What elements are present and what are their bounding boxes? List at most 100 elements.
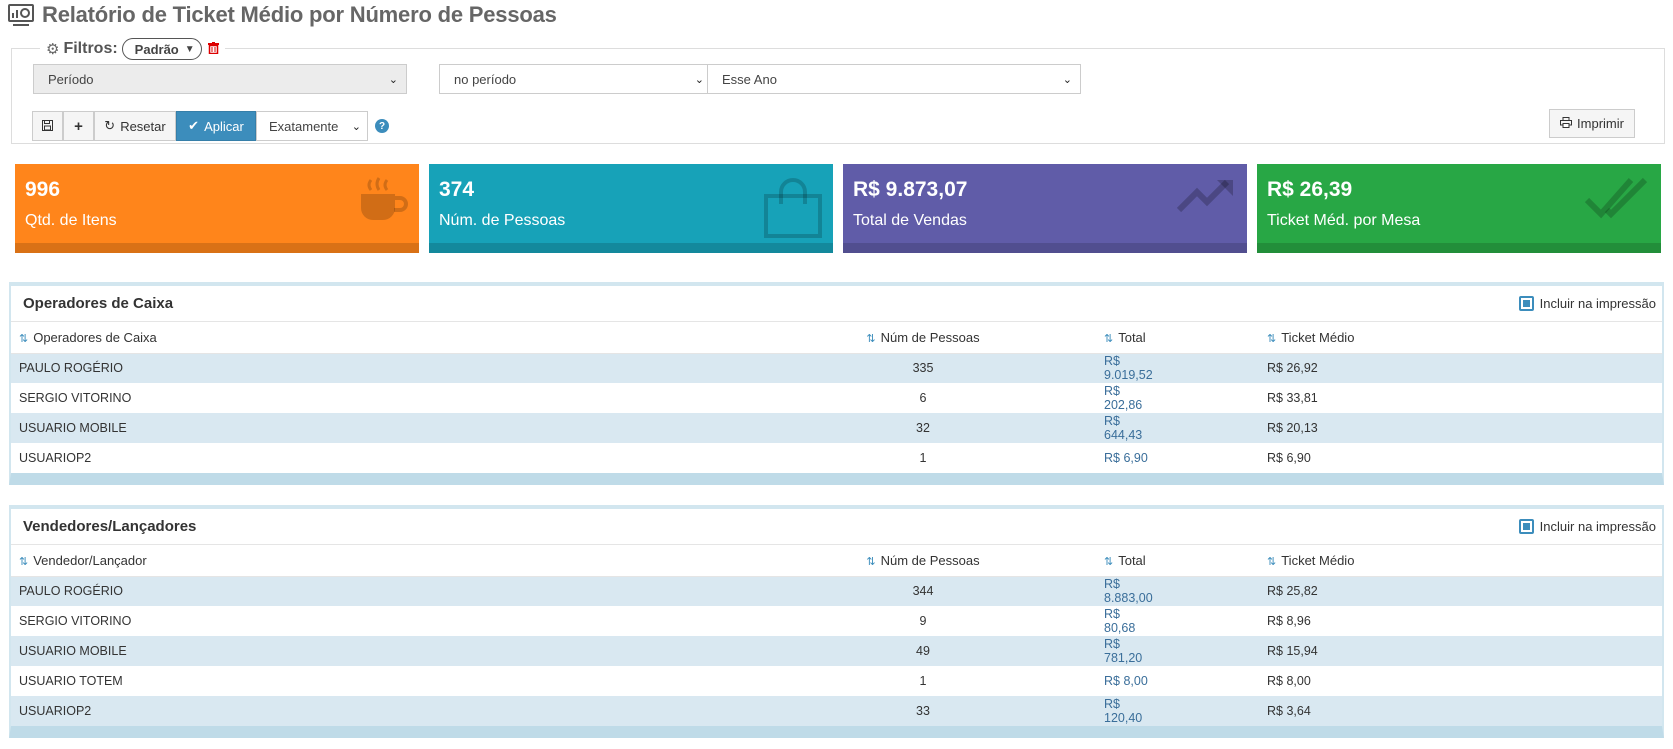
column-header-ticket[interactable]: ⇅ Ticket Médio	[1148, 545, 1662, 577]
column-header-people[interactable]: ⇅ Núm de Pessoas	[853, 545, 993, 577]
cell-seller: USUARIOP2	[11, 696, 853, 726]
column-header-total[interactable]: ⇅ Total	[993, 545, 1148, 577]
cell-people: 1	[919, 674, 927, 688]
print-button[interactable]: Imprimir	[1549, 109, 1635, 138]
printer-icon	[1560, 116, 1573, 131]
operator-select[interactable]: no período ⌄	[439, 64, 713, 94]
kpi-label: Núm. de Pessoas	[439, 212, 566, 229]
kpi-card-ticket: R$ 26,39 Ticket Méd. por Mesa	[1257, 164, 1661, 253]
filters-label: Filtros:	[63, 40, 118, 57]
cell-operator: USUARIOP2	[19, 451, 92, 465]
kpi-value: R$ 26,39	[1267, 178, 1353, 201]
kpi-label: Total de Vendas	[853, 212, 967, 229]
table-row: SERGIO VITORINO 9 R$ 80,68 R$ 8,96	[11, 606, 1662, 636]
kpi-value: 374	[439, 178, 475, 201]
cell-total: R$ 9.019,52	[993, 353, 1153, 383]
filters-legend: ⚙ Filtros: Padrão ▼	[40, 38, 225, 60]
operators-table: ⇅ Operadores de Caixa ⇅ Núm de Pessoas ⇅ To…	[11, 322, 1662, 473]
apply-button[interactable]: ✔ Aplicar	[176, 111, 256, 141]
column-header-ticket[interactable]: ⇅ Ticket Médio	[1148, 322, 1662, 354]
cell-ticket: R$ 3,64	[1148, 696, 1662, 726]
sort-icon: ⇅	[1267, 555, 1277, 568]
field-select[interactable]: Período ⌄	[33, 64, 407, 94]
trend-up-icon	[1176, 176, 1237, 219]
refresh-icon: ↻	[104, 118, 116, 133]
sort-icon: ⇅	[866, 332, 876, 345]
cell-ticket: R$ 25,82	[1148, 576, 1662, 606]
include-print-label: Incluir na impressão	[1539, 296, 1656, 311]
sort-icon: ⇅	[19, 555, 29, 568]
cell-total: R$ 644,43	[993, 413, 1148, 443]
cell-people: 6	[919, 391, 927, 405]
chevron-down-icon: ⌄	[351, 120, 361, 133]
preset-value: Padrão	[134, 41, 179, 57]
trash-icon[interactable]	[207, 41, 219, 57]
save-button[interactable]	[32, 111, 63, 141]
checkbox[interactable]	[1518, 296, 1534, 311]
shopping-bag-icon	[763, 176, 823, 241]
kpi-card-items: 996 Qtd. de Itens	[15, 164, 419, 253]
cell-total: R$ 202,86	[1104, 384, 1143, 412]
sellers-table: ⇅ Vendedor/Lançador ⇅ Núm de Pessoas ⇅ Tota…	[11, 545, 1662, 726]
column-header-people[interactable]: ⇅ Núm de Pessoas	[853, 322, 993, 354]
sort-icon: ⇅	[19, 332, 29, 345]
cell-total: R$ 8,00	[1104, 674, 1148, 688]
sort-icon: ⇅	[1104, 555, 1114, 568]
monitor-chart-icon	[8, 4, 34, 26]
cell-people: 1	[919, 451, 927, 465]
reset-button[interactable]: ↻ Resetar	[94, 111, 176, 141]
cell-seller: USUARIO TOTEM	[19, 674, 123, 688]
cell-people: 9	[919, 614, 927, 628]
kpi-card-people: 374 Núm. de Pessoas	[429, 164, 833, 253]
cell-people: 32	[853, 413, 993, 443]
cell-operator: USUARIO MOBILE	[11, 413, 853, 443]
cell-ticket: R$ 26,92	[1148, 353, 1662, 383]
column-header-total[interactable]: ⇅ Total	[993, 322, 1148, 354]
cell-ticket: R$ 8,00	[1267, 674, 1311, 688]
cell-total: R$ 8.883,00	[993, 576, 1153, 606]
match-select[interactable]: Exatamente ⌄	[256, 111, 368, 141]
column-header-operator[interactable]: ⇅ Operadores de Caixa	[11, 322, 853, 354]
value-select[interactable]: Esse Ano ⌄	[707, 64, 1081, 94]
operator-select-value: no período	[454, 71, 517, 87]
include-print-label: Incluir na impressão	[1539, 519, 1656, 534]
operators-panel: Operadores de Caixa Incluir na impressão…	[9, 282, 1664, 485]
cell-total: R$ 781,20	[993, 636, 1148, 666]
cell-ticket: R$ 6,90	[1267, 451, 1311, 465]
include-print-toggle[interactable]: Incluir na impressão	[1518, 519, 1656, 534]
chevron-down-icon: ▼	[184, 43, 195, 55]
cell-total: R$ 6,90	[1104, 451, 1148, 465]
apply-label: Aplicar	[204, 118, 244, 134]
operators-panel-header: Operadores de Caixa Incluir na impressão	[11, 286, 1662, 322]
cell-seller: PAULO ROGÉRIO	[11, 576, 853, 606]
sellers-panel: Vendedores/Lançadores Incluir na impress…	[9, 505, 1664, 738]
cell-people: 33	[853, 696, 993, 726]
cell-ticket: R$ 20,13	[1148, 413, 1662, 443]
help-icon[interactable]: ?	[375, 119, 389, 133]
cell-seller: SERGIO VITORINO	[19, 614, 132, 628]
cell-total: R$ 80,68	[1104, 607, 1136, 635]
cell-total: R$ 120,40	[993, 696, 1148, 726]
table-row: SERGIO VITORINO 6 R$ 202,86 R$ 33,81	[11, 383, 1662, 413]
sellers-panel-title: Vendedores/Lançadores	[23, 518, 197, 535]
sort-icon: ⇅	[1104, 332, 1114, 345]
operators-panel-title: Operadores de Caixa	[23, 295, 174, 312]
chevron-down-icon: ⌄	[1062, 73, 1072, 86]
page-title: Relatório de Ticket Médio por Número de …	[42, 2, 557, 27]
checkbox[interactable]	[1518, 519, 1534, 534]
cell-people: 335	[853, 353, 993, 383]
filters-panel: ⚙ Filtros: Padrão ▼ Período ⌄ no período…	[11, 38, 1665, 144]
plus-icon: +	[74, 117, 83, 135]
preset-select[interactable]: Padrão ▼	[121, 38, 202, 60]
kpi-value: R$ 9.873,07	[853, 178, 968, 201]
table-row: PAULO ROGÉRIO 344 R$ 8.883,00 R$ 25,82	[11, 576, 1662, 606]
column-header-seller[interactable]: ⇅ Vendedor/Lançador	[11, 545, 853, 577]
include-print-toggle[interactable]: Incluir na impressão	[1518, 296, 1656, 311]
table-row: USUARIO TOTEM 1 R$ 8,00 R$ 8,00	[11, 666, 1662, 696]
double-check-icon	[1584, 176, 1651, 223]
table-row: PAULO ROGÉRIO 335 R$ 9.019,52 R$ 26,92	[11, 353, 1662, 383]
table-row: USUARIOP2 1 R$ 6,90 R$ 6,90	[11, 443, 1662, 473]
add-filter-button[interactable]: +	[63, 111, 94, 141]
sort-icon: ⇅	[866, 555, 876, 568]
cell-people: 49	[853, 636, 993, 666]
